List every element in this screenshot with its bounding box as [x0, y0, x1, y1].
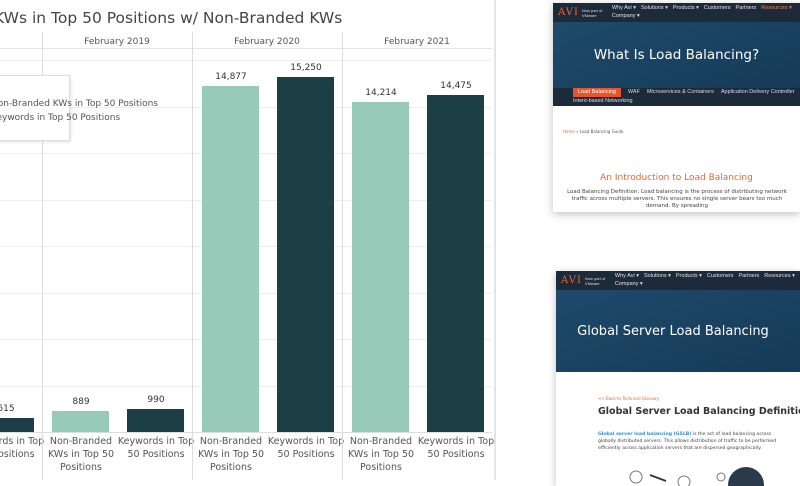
- nav-item[interactable]: Company ▾: [611, 13, 640, 19]
- nav-item[interactable]: Partners: [738, 273, 760, 279]
- category-label: Non-Branded KWs in Top 50 Positions: [197, 436, 265, 473]
- gslb-link[interactable]: Global server load balancing (GSLB): [598, 432, 692, 437]
- bar-keywords: [127, 408, 184, 432]
- panel-header: February 2020: [234, 37, 300, 47]
- section-heading: An Introduction to Load Balancing: [600, 173, 753, 183]
- data-label: 14,214: [365, 87, 397, 98]
- back-link[interactable]: << Back to Technical Glossary: [598, 396, 660, 401]
- panel-header: February 2019: [84, 37, 150, 47]
- nav-item[interactable]: Customers: [706, 273, 734, 279]
- nav-item[interactable]: Company ▾: [614, 281, 643, 287]
- bar-keywords: [0, 417, 34, 432]
- website-screenshot-load-balancing: AVI Now part of VMware Why Avi ▾ Solutio…: [553, 3, 800, 212]
- data-label: 615: [0, 403, 15, 414]
- body-text-rest: is the act of load balancing across glob…: [598, 432, 777, 451]
- avi-logo: AVI: [558, 7, 579, 18]
- nav-item[interactable]: Partners: [735, 5, 757, 11]
- nav-item[interactable]: Customers: [703, 5, 731, 11]
- panel-divider: [342, 32, 343, 480]
- bar-keywords: [277, 77, 334, 432]
- nav-item[interactable]: Solutions ▾: [640, 5, 668, 11]
- panel-divider: [192, 32, 193, 480]
- gslb-diagram: [629, 467, 764, 486]
- hero-banner: What Is Load Balancing?: [553, 22, 800, 88]
- category-label: Keywords in Top 50 Positions: [117, 436, 195, 460]
- bar-non_branded: [352, 101, 409, 432]
- nav-item[interactable]: Products ▾: [672, 5, 699, 11]
- website-screenshot-gslb: AVI Now part of VMware Why Avi ▾ Solutio…: [556, 271, 800, 486]
- x-axis-line: [0, 432, 492, 433]
- bar-keywords: [427, 95, 484, 432]
- section-heading: Global Server Load Balancing Definition: [598, 406, 800, 417]
- subnav-item-active[interactable]: Load Balancing: [573, 88, 621, 97]
- nav-item[interactable]: Solutions ▾: [643, 273, 671, 279]
- site-nav: AVI Now part of VMware Why Avi ▾ Solutio…: [553, 3, 800, 22]
- sub-nav: Load Balancing WAF Microservices & Conta…: [553, 88, 800, 106]
- logo-subtitle: Now part of VMware: [584, 275, 606, 286]
- breadcrumb-current: » Load Balancing Guide: [574, 129, 624, 134]
- legend-item: Non-Branded KWs in Top 50 Positions: [0, 99, 158, 109]
- category-label: Keywords in Top 50 Positions: [0, 436, 45, 460]
- bar-non_branded: [202, 86, 259, 432]
- bar-non_branded: [52, 411, 109, 432]
- nav-item[interactable]: Why Avi ▾: [614, 273, 639, 279]
- data-label: 889: [72, 397, 90, 408]
- gridline: [0, 60, 492, 61]
- data-label: 14,475: [440, 81, 472, 92]
- category-label: Keywords in Top 50 Positions: [267, 436, 345, 460]
- data-label: 15,250: [290, 63, 322, 74]
- body-text: Global server load balancing (GSLB) is t…: [598, 431, 788, 452]
- breadcrumb-home[interactable]: Home: [563, 129, 575, 134]
- subnav-item[interactable]: WAF: [627, 89, 640, 95]
- nav-items: Why Avi ▾ Solutions ▾ Products ▾ Custome…: [615, 273, 797, 288]
- subnav-item[interactable]: Microservices & Containers: [646, 89, 714, 95]
- body-text: Load Balancing Definition: Load balancin…: [567, 189, 787, 209]
- nav-item[interactable]: Why Avi ▾: [611, 5, 636, 11]
- category-label: Non-Branded KWs in Top 50 Positions: [347, 436, 415, 473]
- data-label: 14,877: [215, 72, 247, 83]
- nav-item[interactable]: Products ▾: [675, 273, 702, 279]
- panel-divider: [42, 32, 43, 480]
- breadcrumb: Home » Load Balancing Guide: [563, 129, 623, 134]
- avi-logo: AVI: [561, 275, 582, 286]
- category-label: Non-Branded KWs in Top 50 Positions: [47, 436, 115, 473]
- hero-title: What Is Load Balancing?: [593, 47, 760, 63]
- panel-header: February 2021: [384, 37, 450, 47]
- subnav-item[interactable]: Intent-based Networking: [573, 98, 633, 104]
- nav-items: Why Avi ▾ Solutions ▾ Products ▾ Custome…: [612, 5, 797, 20]
- subnav-item[interactable]: Application Delivery Controller: [720, 89, 795, 95]
- nav-item[interactable]: Resources ▾: [764, 273, 795, 279]
- chart-legend: Non-Branded KWs in Top 50 Positions Keyw…: [0, 75, 158, 141]
- nav-item[interactable]: Resources ▾: [761, 5, 792, 11]
- bar-chart: KWs in Top 50 Positions w/ Non-Branded K…: [0, 0, 496, 480]
- chart-title: KWs in Top 50 Positions w/ Non-Branded K…: [0, 9, 343, 27]
- data-label: 990: [147, 394, 165, 405]
- hero-title: Global Server Load Balancing: [577, 323, 769, 339]
- site-nav: AVI Now part of VMware Why Avi ▾ Solutio…: [556, 271, 800, 290]
- header-divider: [0, 48, 492, 49]
- legend-item: Keywords in Top 50 Positions: [0, 113, 121, 123]
- category-label: Keywords in Top 50 Positions: [417, 436, 495, 460]
- logo-subtitle: Now part of VMware: [581, 7, 603, 18]
- hero-banner: Global Server Load Balancing: [556, 290, 800, 372]
